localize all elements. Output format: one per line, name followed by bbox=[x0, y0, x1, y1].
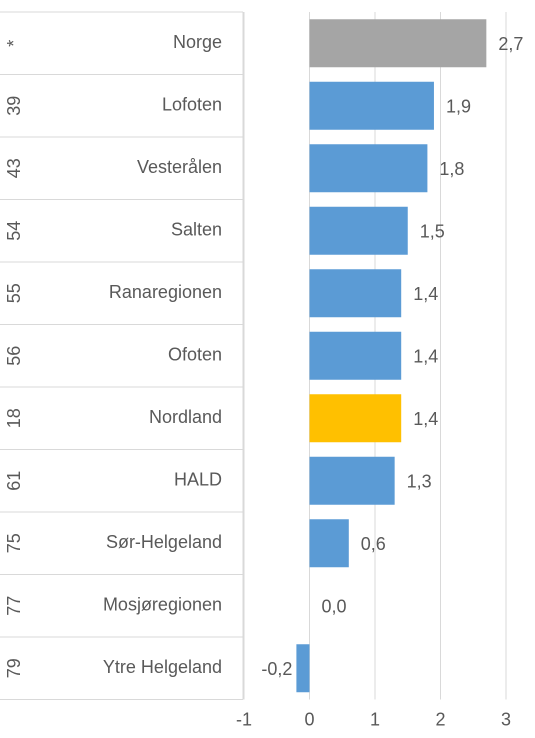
rank-label: 79 bbox=[4, 658, 24, 678]
category-label: HALD bbox=[174, 470, 222, 490]
category-label: Ranaregionen bbox=[109, 282, 222, 302]
rank-label: 77 bbox=[4, 596, 24, 616]
x-tick-label: 0 bbox=[304, 709, 314, 729]
bar bbox=[309, 456, 395, 505]
value-label: 1,5 bbox=[420, 222, 445, 242]
bar bbox=[309, 144, 428, 193]
rank-label: 56 bbox=[4, 346, 24, 366]
rank-label: 55 bbox=[4, 283, 24, 303]
value-label: 0,6 bbox=[361, 534, 386, 554]
bar bbox=[309, 519, 349, 568]
category-label: Mosjøregionen bbox=[103, 595, 222, 615]
rank-label: 18 bbox=[4, 408, 24, 428]
rank-label: 54 bbox=[4, 221, 24, 241]
category-label: Ytre Helgeland bbox=[103, 657, 222, 677]
bar bbox=[309, 394, 402, 443]
value-label: 1,4 bbox=[413, 284, 438, 304]
bar bbox=[309, 81, 434, 130]
value-label: 1,4 bbox=[413, 409, 438, 429]
rank-label: 75 bbox=[4, 533, 24, 553]
category-label: Salten bbox=[171, 220, 222, 240]
rank-label: 43 bbox=[4, 158, 24, 178]
category-label: Lofoten bbox=[162, 95, 222, 115]
value-label: 1,8 bbox=[439, 159, 464, 179]
bar bbox=[309, 331, 402, 380]
bar bbox=[309, 206, 408, 255]
category-label: Ofoten bbox=[168, 345, 222, 365]
value-label: 2,7 bbox=[498, 34, 523, 54]
category-label: Vesterålen bbox=[137, 157, 222, 177]
x-tick-label: 2 bbox=[435, 709, 445, 729]
value-label: 1,3 bbox=[407, 472, 432, 492]
rank-label: * bbox=[4, 40, 24, 47]
value-label: 1,9 bbox=[446, 97, 471, 117]
rank-label: 39 bbox=[4, 96, 24, 116]
x-tick-label: 1 bbox=[370, 709, 380, 729]
bar bbox=[309, 19, 487, 68]
value-label: 1,4 bbox=[413, 347, 438, 367]
value-label: 0,0 bbox=[322, 597, 347, 617]
bar bbox=[296, 644, 310, 693]
x-tick-label: -1 bbox=[236, 709, 252, 729]
x-tick-label: 3 bbox=[501, 709, 511, 729]
value-label: -0,2 bbox=[261, 659, 292, 679]
category-label: Sør-Helgeland bbox=[106, 532, 222, 552]
rank-label: 61 bbox=[4, 471, 24, 491]
category-label: Nordland bbox=[149, 407, 222, 427]
category-label: Norge bbox=[173, 32, 222, 52]
bar bbox=[309, 269, 402, 318]
